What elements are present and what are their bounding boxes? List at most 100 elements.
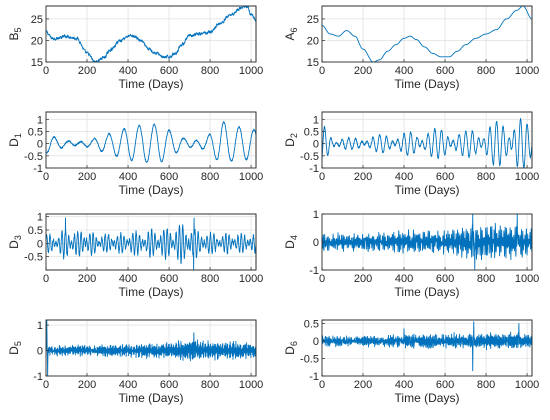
- x-tick-label: 800: [477, 379, 495, 391]
- y-axis-subscript: 3: [13, 235, 23, 240]
- x-tick-label: 400: [119, 273, 137, 285]
- series-line-b5: [45, 5, 257, 63]
- y-axis-title: D1: [7, 133, 23, 147]
- x-tick-label: 600: [160, 273, 178, 285]
- y-axis-title: D2: [283, 133, 299, 147]
- x-tick-label: 400: [119, 65, 137, 77]
- series-line-a6: [321, 5, 533, 63]
- x-tick-label: 0: [43, 171, 49, 183]
- x-tick-label: 400: [119, 379, 137, 391]
- plot-area: [45, 5, 257, 63]
- y-tick-label: 1: [37, 320, 43, 332]
- x-axis-title: Time (Days): [395, 285, 460, 299]
- x-tick-label: 0: [43, 379, 49, 391]
- x-tick-label: 400: [395, 171, 413, 183]
- y-tick-label: 0: [313, 336, 319, 348]
- y-tick-label: -0.5: [300, 151, 319, 163]
- y-axis-title: B5: [7, 27, 23, 40]
- y-tick-label: 0: [37, 238, 43, 250]
- series-line-d6: [321, 321, 533, 372]
- y-tick-label: 0: [37, 139, 43, 151]
- y-axis-title: D6: [283, 341, 299, 355]
- plot-border: [321, 5, 533, 63]
- y-tick-label: 25: [31, 14, 43, 26]
- y-tick-label: -0.5: [300, 354, 319, 366]
- y-axis-title: D4: [283, 235, 299, 249]
- y-axis-title: D3: [7, 235, 23, 249]
- y-tick-label: 15: [307, 57, 319, 69]
- x-tick-label: 400: [395, 65, 413, 77]
- x-axis-title: Time (Days): [119, 183, 184, 197]
- y-tick-label: 1: [313, 209, 319, 221]
- x-tick-label: 600: [160, 65, 178, 77]
- plot-border: [321, 111, 533, 169]
- y-axis-subscript: 5: [13, 341, 23, 346]
- y-tick-label: 1: [313, 114, 319, 126]
- x-tick-label: 1000: [239, 171, 263, 183]
- plot-border: [321, 319, 533, 377]
- y-tick-label: 20: [307, 35, 319, 47]
- y-axis-title: A6: [283, 27, 299, 40]
- x-tick-label: 200: [354, 379, 372, 391]
- x-tick-label: 200: [78, 379, 96, 391]
- x-tick-label: 800: [201, 379, 219, 391]
- x-tick-label: 0: [319, 171, 325, 183]
- y-tick-label: -1: [309, 265, 319, 277]
- series-line-d5: [45, 319, 257, 377]
- x-tick-label: 800: [201, 273, 219, 285]
- y-tick-label: -1: [33, 371, 43, 383]
- x-axis-title: Time (Days): [395, 391, 460, 405]
- x-tick-label: 0: [319, 65, 325, 77]
- x-tick-label: 800: [201, 171, 219, 183]
- series-line-d3: [45, 217, 257, 271]
- x-tick-label: 200: [354, 171, 372, 183]
- y-tick-label: 20: [31, 35, 43, 47]
- x-axis-title: Time (Days): [119, 391, 184, 405]
- x-tick-label: 600: [436, 273, 454, 285]
- y-tick-label: -1: [309, 371, 319, 383]
- y-axis-letter: D: [283, 138, 297, 147]
- x-tick-label: 600: [160, 379, 178, 391]
- x-tick-label: 1000: [239, 379, 263, 391]
- x-tick-label: 200: [78, 65, 96, 77]
- plot-border: [45, 319, 257, 377]
- plot-border: [45, 213, 257, 271]
- y-axis-subscript: 1: [13, 133, 23, 138]
- y-axis-subscript: 2: [289, 133, 299, 138]
- x-tick-label: 400: [395, 273, 413, 285]
- x-tick-label: 200: [78, 273, 96, 285]
- y-tick-label: 1: [37, 212, 43, 224]
- x-tick-label: 0: [43, 65, 49, 77]
- y-axis-subscript: 4: [289, 235, 299, 240]
- x-tick-label: 200: [78, 171, 96, 183]
- x-tick-label: 600: [436, 65, 454, 77]
- x-axis-title: Time (Days): [395, 183, 460, 197]
- y-axis-letter: D: [7, 240, 21, 249]
- x-tick-label: 400: [395, 379, 413, 391]
- y-axis-letter: D: [7, 346, 21, 355]
- x-tick-label: 0: [319, 273, 325, 285]
- x-tick-label: 800: [477, 65, 495, 77]
- y-tick-label: 0.5: [28, 225, 43, 237]
- x-tick-label: 600: [436, 171, 454, 183]
- y-axis-letter: D: [283, 346, 297, 355]
- x-tick-label: 600: [160, 171, 178, 183]
- x-tick-label: 1000: [239, 65, 263, 77]
- subplot-b5: 0 200 400 600 800 1000 15 20 25 Time (Days) B5: [7, 5, 263, 91]
- y-tick-label: -1: [309, 163, 319, 175]
- plot-border: [45, 5, 257, 63]
- x-axis-title: Time (Days): [119, 77, 184, 91]
- y-tick-label: 1: [37, 114, 43, 126]
- y-tick-label: 0.5: [304, 126, 319, 138]
- x-tick-label: 0: [43, 273, 49, 285]
- x-tick-label: 1000: [239, 273, 263, 285]
- y-tick-label: 25: [307, 14, 319, 26]
- x-tick-label: 800: [477, 273, 495, 285]
- y-axis-letter: D: [7, 138, 21, 147]
- y-axis-letter: D: [283, 240, 297, 249]
